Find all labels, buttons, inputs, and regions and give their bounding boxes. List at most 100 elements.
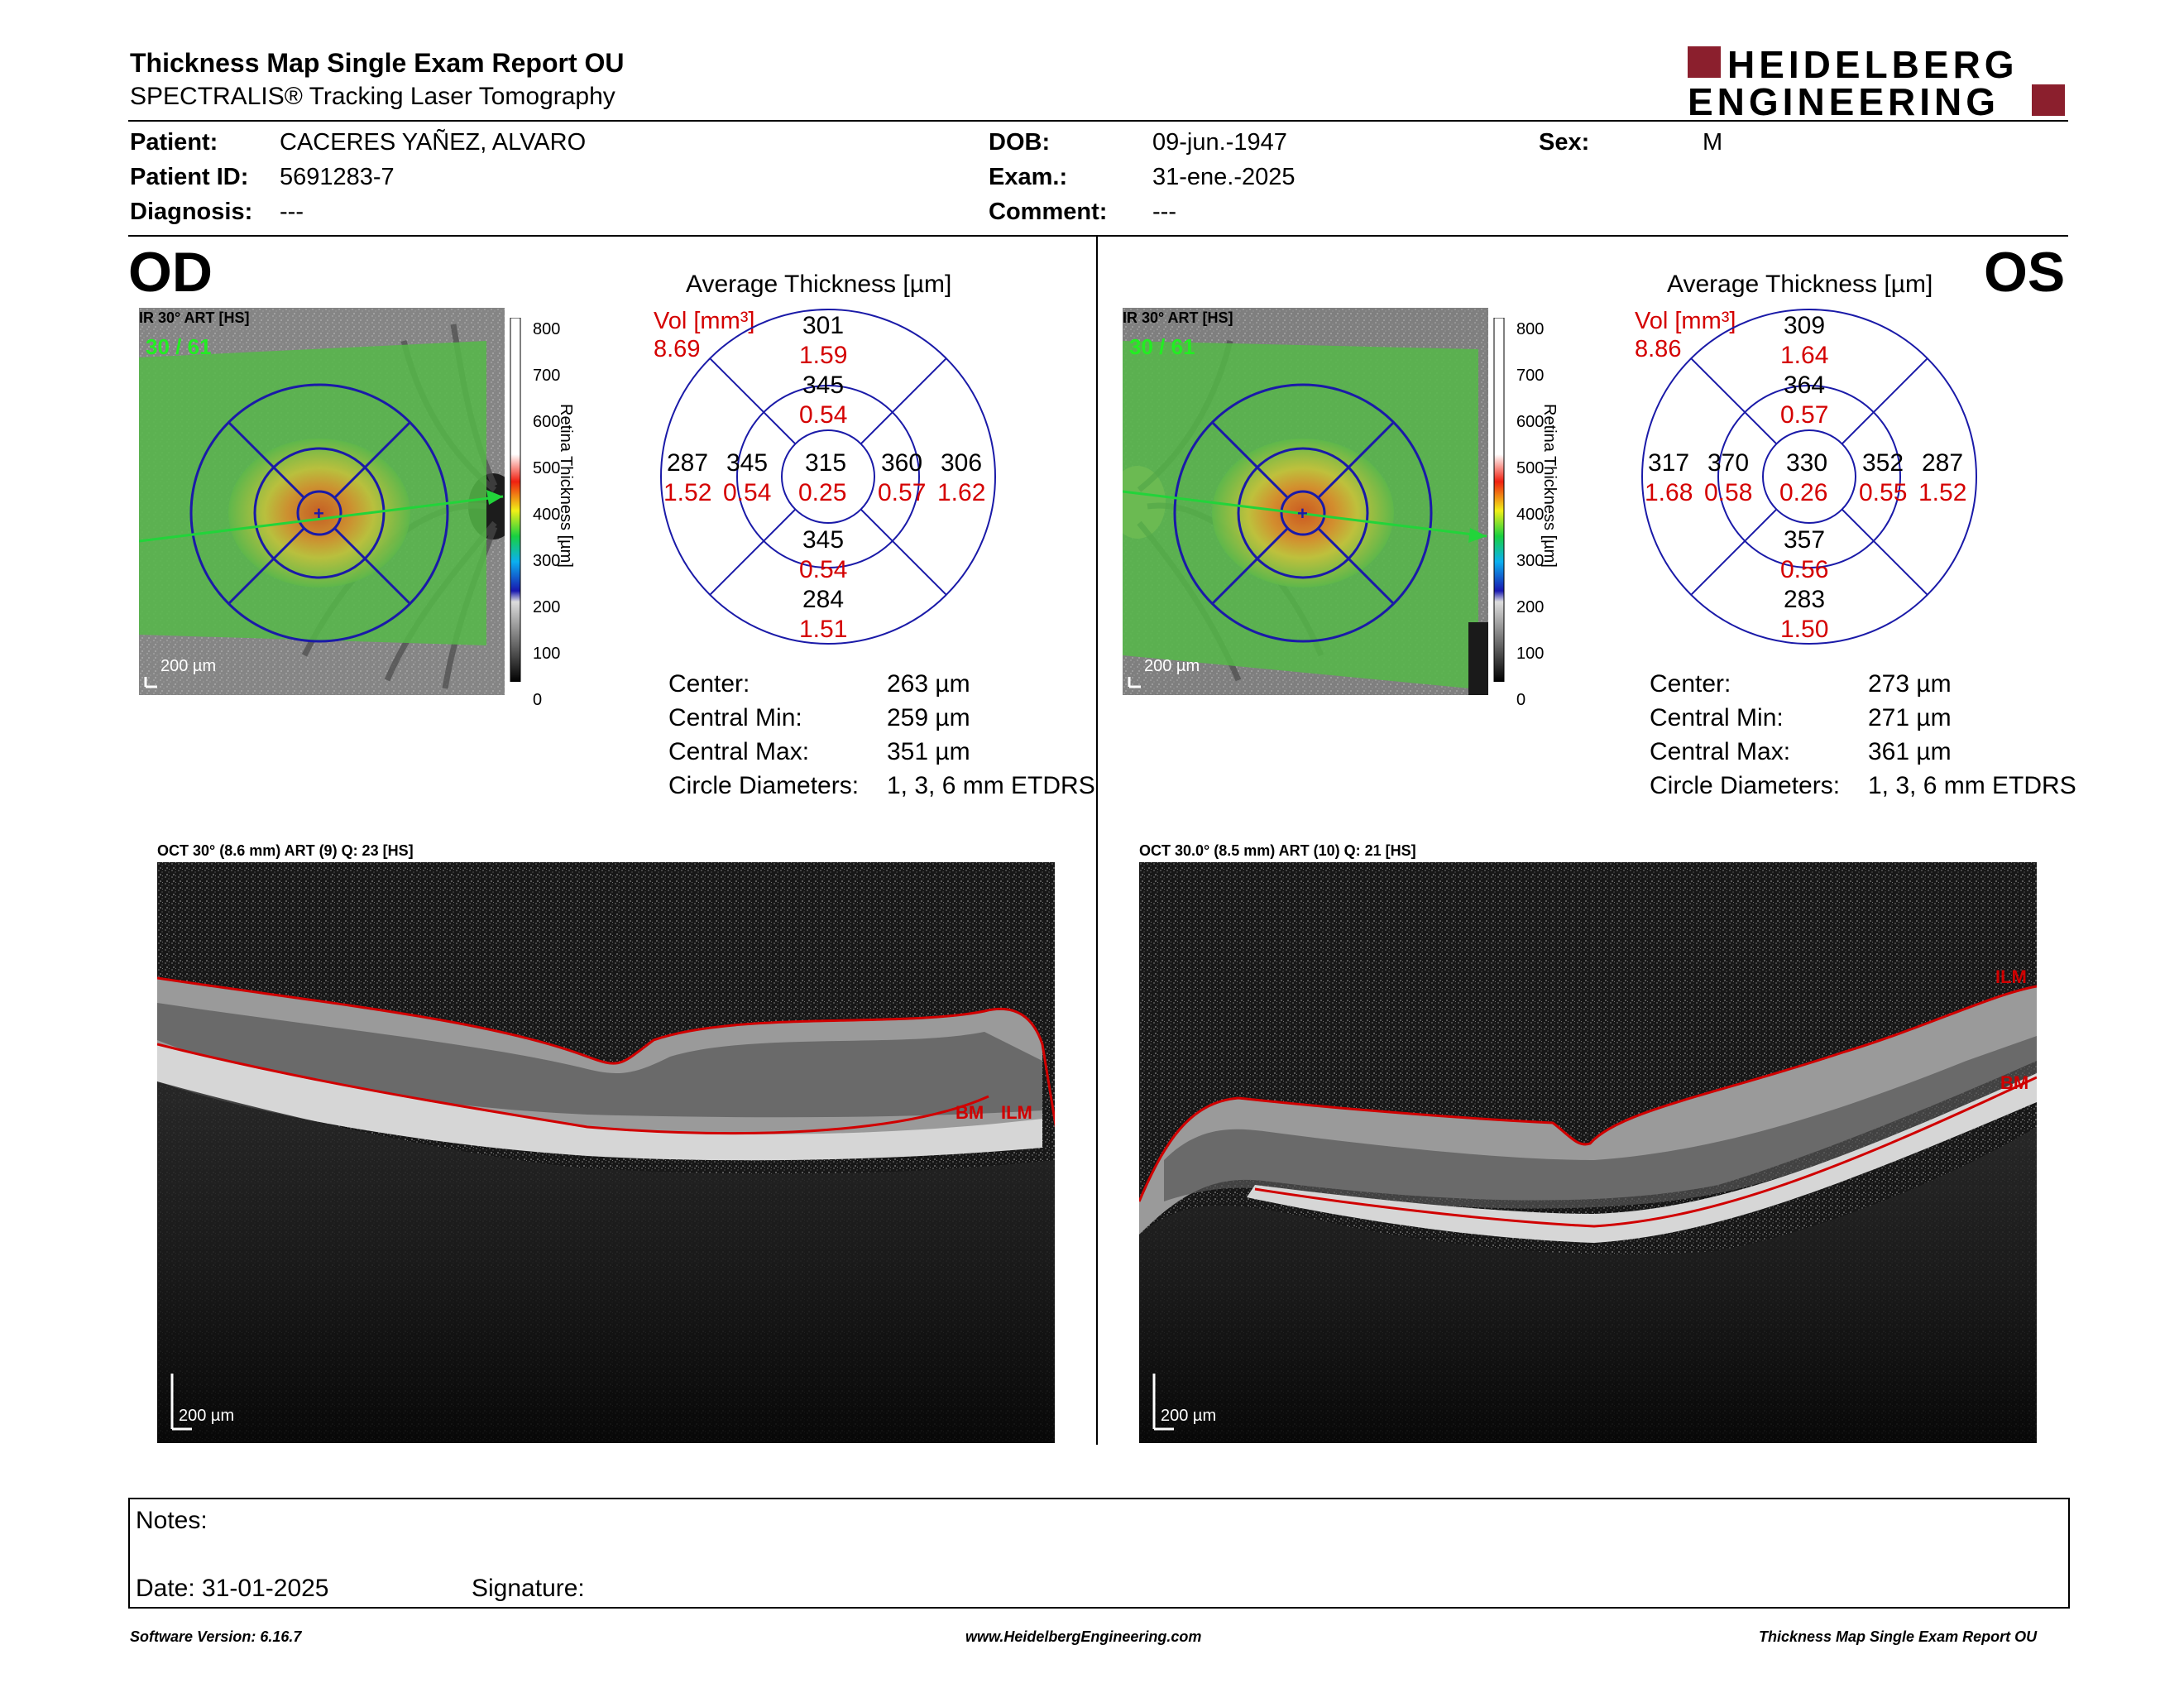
od-min-label: Central Min: xyxy=(668,704,802,731)
od-inner-top: 345 xyxy=(802,372,845,399)
od-outer-left-vol: 1.52 xyxy=(663,479,712,506)
od-outer-left: 287 xyxy=(667,449,709,477)
svg-text:+: + xyxy=(314,503,324,524)
od-etdrs-grid xyxy=(659,308,997,645)
od-diam-value: 1, 3, 6 mm ETDRS xyxy=(887,772,1095,799)
os-inner-right: 352 xyxy=(1862,449,1904,477)
exam-value: 31-ene.-2025 xyxy=(1152,164,1296,190)
exam-label: Exam.: xyxy=(989,164,1068,190)
os-inner-right-vol: 0.55 xyxy=(1859,479,1908,506)
sex-value: M xyxy=(1703,129,1723,156)
os-outer-top: 309 xyxy=(1784,312,1826,339)
diagnosis-label: Diagnosis: xyxy=(130,199,253,225)
date-label: Date: 31-01-2025 xyxy=(136,1575,329,1602)
od-max-label: Central Max: xyxy=(668,738,810,765)
od-diam-label: Circle Diameters: xyxy=(668,772,860,799)
os-outer-left-vol: 1.68 xyxy=(1645,479,1693,506)
os-vol-value: 8.86 xyxy=(1635,336,1682,362)
od-colorbar xyxy=(510,317,521,683)
os-ilm-label: ILM xyxy=(1995,966,2027,987)
os-diam-label: Circle Diameters: xyxy=(1650,772,1841,799)
od-avg-title: Average Thickness [µm] xyxy=(686,271,952,298)
svg-text:+: + xyxy=(1297,503,1308,524)
os-outer-right-vol: 1.52 xyxy=(1918,479,1967,506)
os-max-value: 361 µm xyxy=(1868,738,1952,765)
od-outer-top-vol: 1.59 xyxy=(799,342,848,369)
od-eye-label: OD xyxy=(128,241,213,304)
os-etdrs-grid xyxy=(1640,308,1978,645)
os-inner-top-vol: 0.57 xyxy=(1780,401,1829,429)
os-diam-value: 1, 3, 6 mm ETDRS xyxy=(1868,772,2076,799)
os-min-label: Central Min: xyxy=(1650,704,1784,731)
od-center-value: 263 µm xyxy=(887,670,970,698)
os-vol-label: Vol [mm³] xyxy=(1635,308,1736,334)
os-oct-bscan xyxy=(1138,862,2038,1443)
od-outer-bottom: 284 xyxy=(802,586,845,613)
os-eye-label: OS xyxy=(1984,241,2066,304)
od-ilm-label: ILM xyxy=(1001,1102,1032,1123)
sex-label: Sex: xyxy=(1539,129,1590,156)
od-vol-label: Vol [mm³] xyxy=(654,308,755,334)
od-min-value: 259 µm xyxy=(887,704,970,731)
os-frames: 30 / 61 xyxy=(1129,334,1195,359)
comment-value: --- xyxy=(1152,199,1176,225)
os-center: 330 xyxy=(1786,449,1828,477)
od-fundus-image: + xyxy=(138,308,518,695)
od-fundus-scale: 200 µm xyxy=(160,657,217,675)
os-oct-label: OCT 30.0° (8.5 mm) ART (10) Q: 21 [HS] xyxy=(1139,842,1416,859)
os-inner-bottom-vol: 0.56 xyxy=(1780,556,1829,583)
od-inner-top-vol: 0.54 xyxy=(799,401,848,429)
patient-id-label: Patient ID: xyxy=(130,164,249,190)
heidelberg-logo: HEIDELBERG ENGINEERING xyxy=(1688,46,2068,121)
os-inner-left: 370 xyxy=(1707,449,1750,477)
od-oct-bscan xyxy=(156,862,1059,1443)
os-fundus-scale: 200 µm xyxy=(1144,657,1200,675)
od-inner-right-vol: 0.57 xyxy=(878,479,927,506)
os-outer-left: 317 xyxy=(1648,449,1690,477)
od-colorbar-ticks: 800 700 600 500 400 300 200 100 0 xyxy=(533,320,561,709)
report-subtitle: SPECTRALIS® Tracking Laser Tomography xyxy=(130,83,615,110)
os-center-value: 273 µm xyxy=(1868,670,1952,698)
od-oct-scale: 200 µm xyxy=(179,1407,235,1425)
os-oct-scale: 200 µm xyxy=(1161,1407,1217,1425)
od-inner-bottom-vol: 0.54 xyxy=(799,556,848,583)
os-outer-bottom: 283 xyxy=(1784,586,1826,613)
os-fundus-label: IR 30° ART [HS] xyxy=(1123,309,1233,326)
od-center-label: Center: xyxy=(668,670,750,698)
notes-box[interactable] xyxy=(128,1498,2070,1609)
od-outer-bottom-vol: 1.51 xyxy=(799,616,848,643)
od-inner-right: 360 xyxy=(881,449,923,477)
patient-name: CACERES YAÑEZ, ALVARO xyxy=(280,129,587,156)
od-outer-right: 306 xyxy=(941,449,983,477)
od-fundus-label: IR 30° ART [HS] xyxy=(139,309,250,326)
os-colorbar-ticks: 800 700 600 500 400 300 200 100 0 xyxy=(1516,320,1545,709)
footer-website[interactable]: www.HeidelbergEngineering.com xyxy=(965,1628,1202,1645)
dob-value: 09-jun.-1947 xyxy=(1152,129,1287,156)
os-center-label: Center: xyxy=(1650,670,1731,698)
od-oct-label: OCT 30° (8.6 mm) ART (9) Q: 23 [HS] xyxy=(157,842,414,859)
os-max-label: Central Max: xyxy=(1650,738,1791,765)
dob-label: DOB: xyxy=(989,129,1051,156)
footer-software: Software Version: 6.16.7 xyxy=(130,1628,302,1645)
od-inner-left-vol: 0.54 xyxy=(723,479,772,506)
od-center-vol: 0.25 xyxy=(798,479,847,506)
od-outer-top: 301 xyxy=(802,312,845,339)
os-avg-title: Average Thickness [µm] xyxy=(1667,271,1933,298)
od-center: 315 xyxy=(805,449,847,477)
os-outer-right: 287 xyxy=(1922,449,1964,477)
od-bm-label: BM xyxy=(956,1102,984,1123)
report-title: Thickness Map Single Exam Report OU xyxy=(130,48,625,78)
od-vol-value: 8.69 xyxy=(654,336,701,362)
od-colorbar-title: Retina Thickness [µm] xyxy=(557,404,575,568)
os-inner-bottom: 357 xyxy=(1784,526,1826,554)
od-outer-right-vol: 1.62 xyxy=(937,479,986,506)
patient-id-value: 5691283-7 xyxy=(280,164,395,190)
os-inner-top: 364 xyxy=(1784,372,1826,399)
os-center-vol: 0.26 xyxy=(1779,479,1828,506)
notes-label: Notes: xyxy=(136,1507,208,1534)
os-bm-label: BM xyxy=(2000,1072,2029,1093)
od-inner-bottom: 345 xyxy=(802,526,845,554)
os-inner-left-vol: 0.58 xyxy=(1704,479,1753,506)
patient-label: Patient: xyxy=(130,129,218,156)
os-fundus-image: + xyxy=(1109,308,1488,695)
